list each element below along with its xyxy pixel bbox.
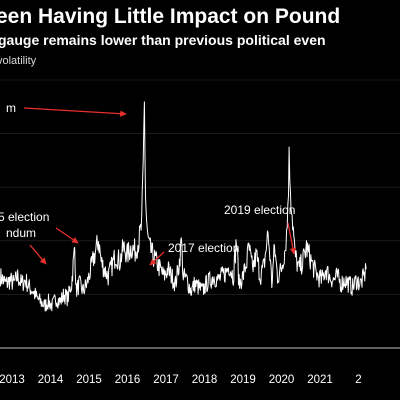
annotation-arrow: [149, 251, 165, 266]
annotation-label: 2019 election: [224, 203, 295, 217]
x-tick-label: 2017: [153, 374, 179, 386]
x-tick-label: 2: [355, 374, 361, 386]
x-tick-label: 2015: [76, 374, 102, 386]
chart-title: een Having Little Impact on Pound: [0, 5, 340, 28]
annotation-label: m: [6, 101, 16, 115]
chart-subtitle: gauge remains lower than previous politi…: [0, 32, 326, 48]
x-tick-label: 2020: [269, 374, 295, 386]
annotation-label: 5 election: [0, 210, 49, 224]
annotation-arrow: [55, 227, 79, 244]
x-tick-label: 2014: [38, 374, 64, 386]
gridlines: [0, 79, 400, 349]
x-tick-label: 2016: [115, 374, 141, 386]
series-line-layer: [0, 101, 367, 312]
annotations: m 5 election ndum 2017 election 2019 electio…: [0, 101, 297, 266]
x-tick-label: 2021: [307, 374, 333, 386]
x-axis-ticks: 2013 2014 2015 2016 2017 2018 2019 2020 2021 2: [0, 374, 362, 386]
annotation-arrow: [23, 107, 127, 117]
y-axis-label: volatility: [0, 55, 37, 67]
annotation-label: ndum: [6, 226, 36, 240]
x-tick-label: 2018: [192, 374, 218, 386]
annotation-label: 2017 election: [168, 241, 239, 255]
annotation-arrow: [287, 222, 297, 255]
series-line: [0, 101, 367, 312]
annotation-arrow: [29, 244, 47, 265]
x-tick-label: 2019: [230, 374, 256, 386]
x-tick-label: 2013: [0, 374, 25, 386]
